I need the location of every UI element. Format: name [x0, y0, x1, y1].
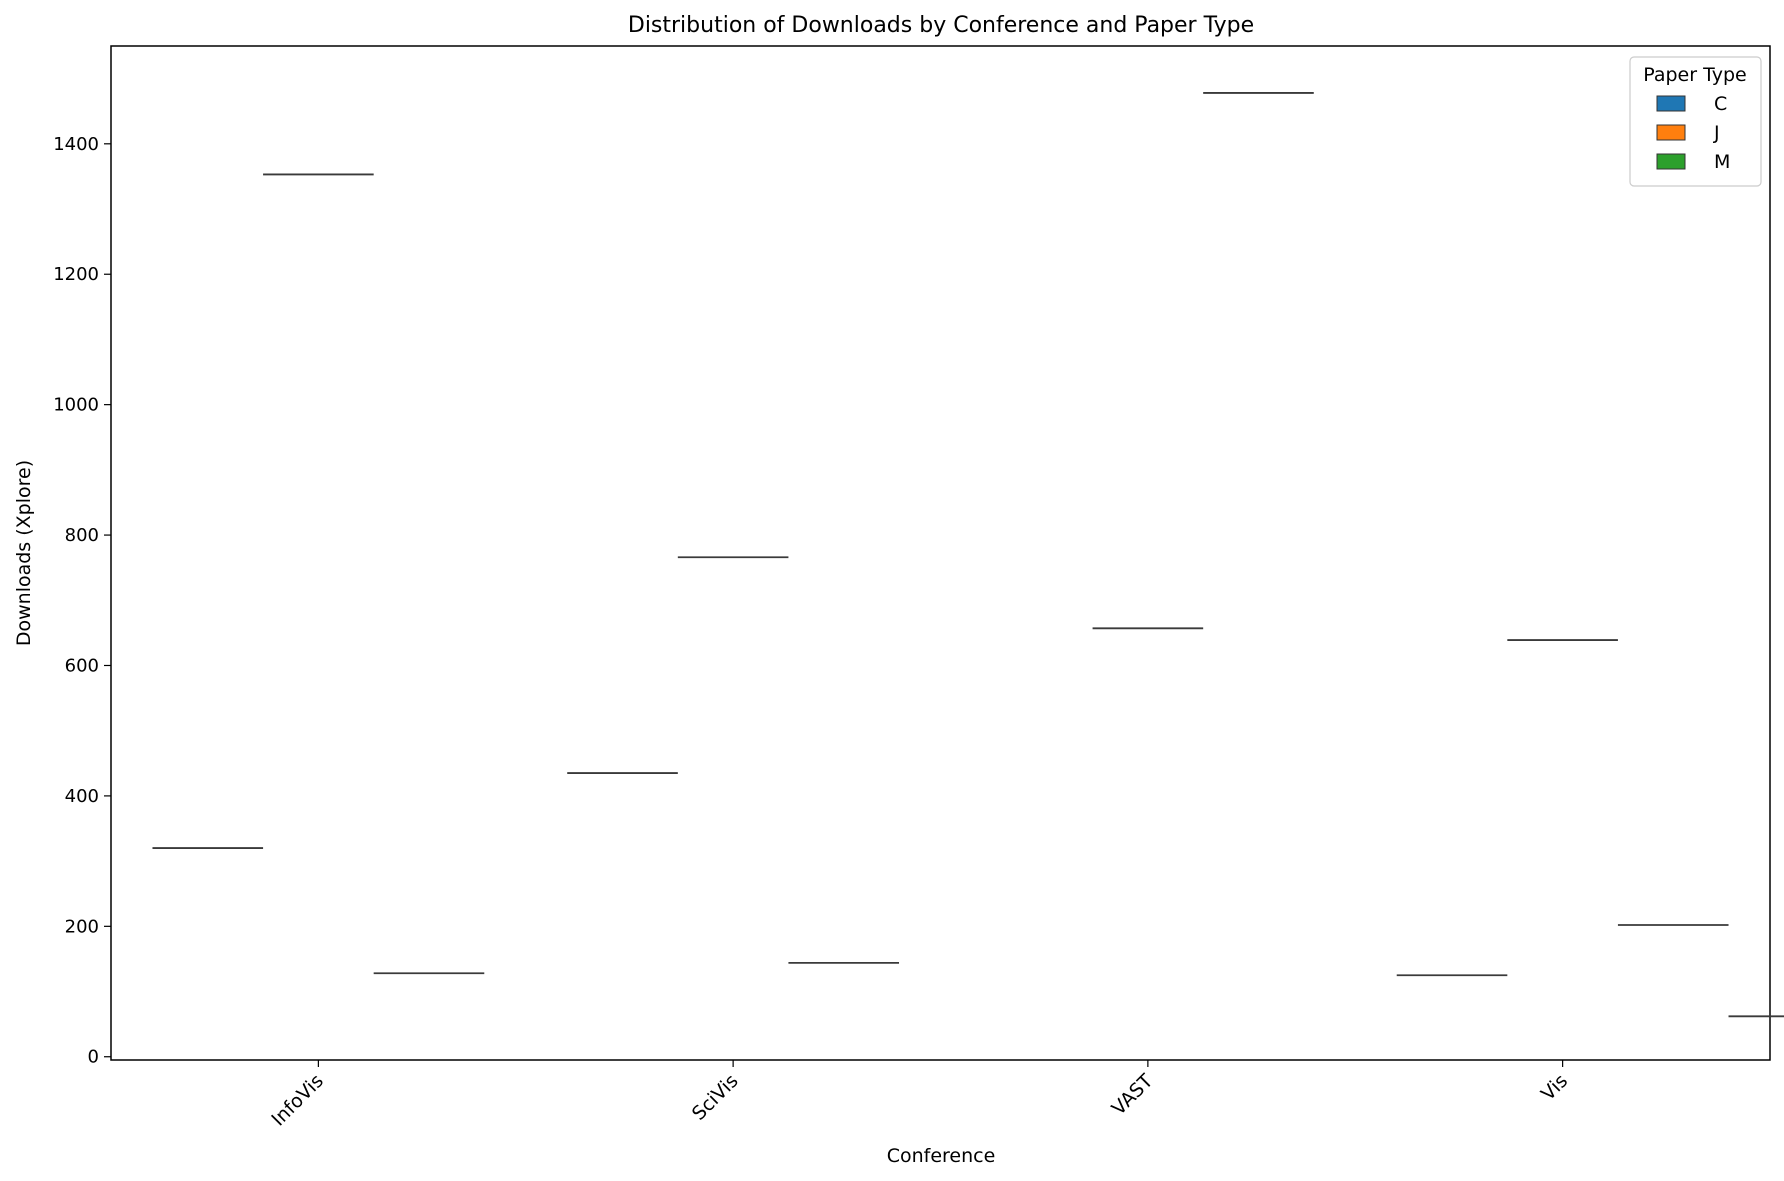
y-tick-label: 1200	[53, 264, 99, 285]
legend: Paper Type CJM	[1629, 56, 1762, 187]
y-axis-label: Downloads (Xplore)	[13, 460, 35, 646]
median-lines	[152, 92, 1784, 1018]
legend-label-C: C	[1714, 93, 1727, 115]
legend-title: Paper Type	[1643, 64, 1747, 86]
legend-label-J: J	[1713, 122, 1720, 144]
x-tick-label: VAST	[1108, 1070, 1158, 1120]
y-axis: 0 200 400 600 800 1000 1200 1400	[53, 134, 111, 1068]
plot-area	[110, 45, 1771, 1061]
chart-title: Distribution of Downloads by Conference …	[628, 13, 1254, 38]
y-tick-label: 0	[88, 1047, 99, 1068]
y-tick-label: 800	[65, 525, 99, 546]
y-tick-label: 1400	[53, 134, 99, 155]
x-axis-label: Conference	[887, 1145, 996, 1167]
y-tick-label: 400	[65, 786, 99, 807]
x-axis: InfoVis SciVis VAST Vis	[267, 1060, 1572, 1131]
y-tick-label: 1000	[53, 395, 99, 416]
x-tick-label: InfoVis	[267, 1070, 328, 1131]
x-tick-label: Vis	[1537, 1070, 1572, 1105]
legend-swatch-J	[1656, 124, 1686, 141]
legend-swatch-C	[1656, 95, 1686, 112]
legend-label-M: M	[1714, 151, 1730, 173]
y-tick-label: 200	[65, 916, 99, 937]
y-tick-label: 600	[65, 655, 99, 676]
legend-swatch-M	[1656, 153, 1686, 170]
x-tick-label: SciVis	[688, 1070, 743, 1125]
